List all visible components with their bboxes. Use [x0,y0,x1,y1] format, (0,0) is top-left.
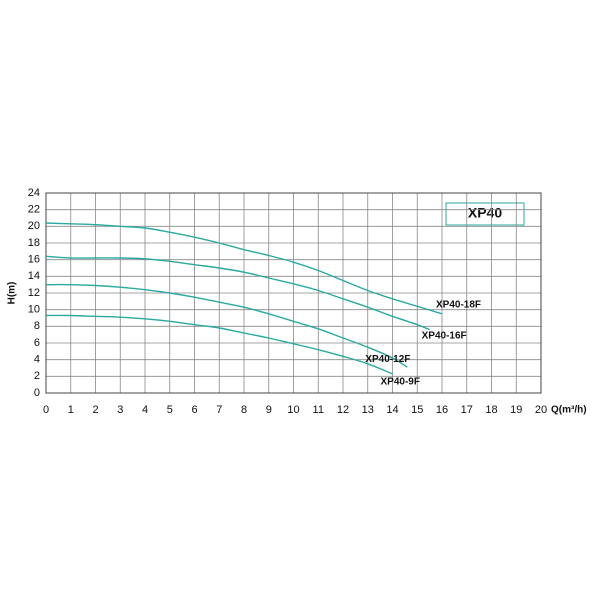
y-tick-label: 20 [28,220,40,232]
x-tick-label: 18 [485,404,497,416]
x-tick-label: 1 [68,404,74,416]
y-tick-label: 0 [34,387,40,399]
y-tick-label: 8 [34,320,40,332]
chart-title: XP40 [468,205,502,221]
y-tick-label: 14 [28,270,40,282]
x-tick-label: 14 [386,404,398,416]
y-tick-label: 22 [28,204,40,216]
y-tick-label: 10 [28,304,40,316]
y-tick-label: 16 [28,254,40,266]
x-tick-label: 19 [510,404,522,416]
x-tick-label: 9 [266,404,272,416]
x-tick-label: 5 [167,404,173,416]
curve-label: XP40-12F [365,354,410,365]
x-tick-label: 17 [461,404,473,416]
curve-label: XP40-9F [381,376,420,387]
x-tick-label: 10 [287,404,299,416]
x-tick-label: 6 [191,404,197,416]
y-tick-label: 18 [28,237,40,249]
curve [45,283,408,368]
x-tick-label: 7 [216,404,222,416]
plot-frame [45,192,542,394]
x-tick-label: 4 [142,404,148,416]
y-tick-label: 24 [28,187,40,199]
x-tick-label: 12 [337,404,349,416]
x-tick-label: 13 [362,404,374,416]
curve-label: XP40-18F [436,299,481,310]
curve [45,314,393,375]
curve [45,255,430,331]
y-tick-label: 12 [28,287,40,299]
title-box [445,202,525,226]
x-tick-label: 3 [117,404,123,416]
x-axis-label: Q(m³/h) [551,405,587,416]
y-tick-label: 6 [34,337,40,349]
y-tick-label: 4 [34,354,40,366]
y-axis-label: H(m) [7,282,18,305]
x-tick-label: 15 [411,404,423,416]
y-tick-label: 2 [34,370,40,382]
x-tick-label: 0 [43,404,49,416]
x-tick-label: 11 [313,404,324,416]
x-tick-label: 20 [535,404,547,416]
curve-label: XP40-16F [422,330,467,341]
x-tick-label: 2 [92,404,98,416]
curve [45,222,443,315]
x-tick-label: 8 [241,404,247,416]
x-tick-label: 16 [436,404,448,416]
